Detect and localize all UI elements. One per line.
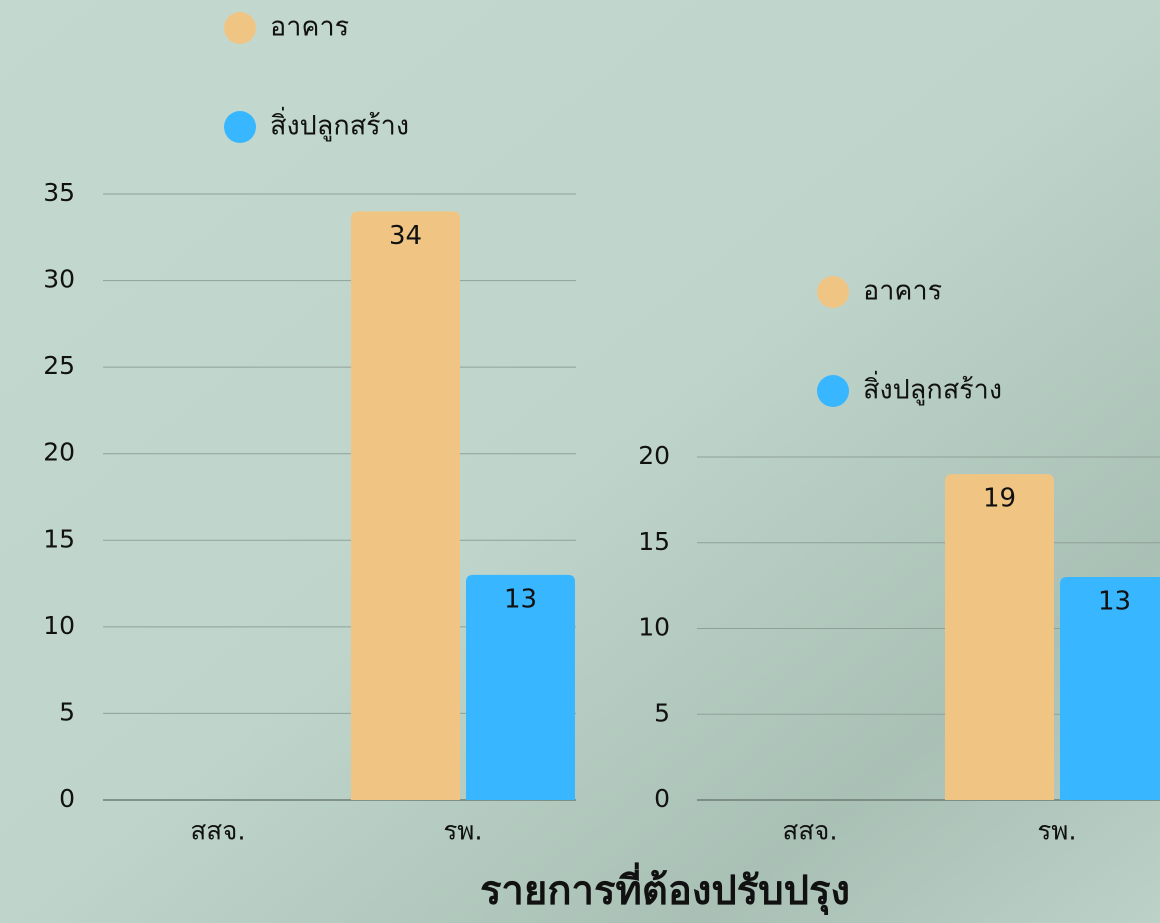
bar [1060,577,1160,800]
data-label: 19 [983,484,1016,514]
data-label: 13 [1098,587,1131,617]
y-tick-label: 5 [654,698,670,727]
y-tick-label: 20 [43,438,75,467]
y-tick-label: 35 [43,178,75,207]
y-tick-label: 15 [43,524,75,553]
legend-label: สิ่งปลูกสร้าง [863,371,1002,406]
y-tick-label: 10 [638,613,670,642]
x-tick-label: สสจ. [190,817,245,847]
legend-label: อาคาร [863,276,942,307]
x-tick-label: รพ. [1037,817,1076,847]
legend-swatch [224,12,256,44]
y-tick-label: 15 [638,527,670,556]
legend-swatch [224,111,256,143]
legend-swatch [817,276,849,308]
data-label: 34 [389,221,422,251]
chart-title: รายการที่ต้องปรับปรุง [480,862,850,916]
bar [466,574,575,800]
y-tick-label: 5 [59,697,75,726]
y-tick-label: 0 [654,784,670,813]
y-tick-label: 0 [59,784,75,813]
y-tick-label: 30 [43,265,75,294]
x-tick-label: สสจ. [782,817,837,847]
y-tick-label: 10 [43,611,75,640]
data-label: 13 [504,584,537,614]
legend-label: สิ่งปลูกสร้าง [270,107,409,142]
y-tick-label: 20 [638,441,670,470]
y-tick-label: 25 [43,351,75,380]
bar [945,474,1054,800]
legend-swatch [817,375,849,407]
legend-label: อาคาร [270,12,349,43]
x-tick-label: รพ. [443,817,482,847]
bar [351,211,460,801]
